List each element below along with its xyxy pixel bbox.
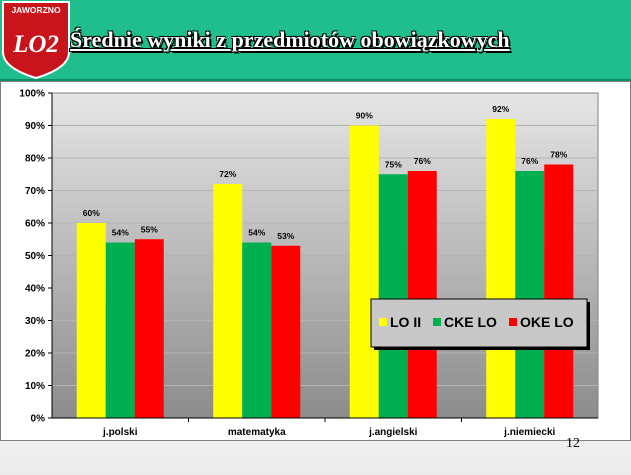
- x-tick-label: matematyka: [228, 427, 286, 438]
- bar: [544, 164, 574, 418]
- y-tick-label: 10%: [25, 381, 45, 392]
- bar: [213, 184, 243, 418]
- bar: [486, 119, 516, 418]
- bar: [378, 174, 408, 418]
- data-label: 92%: [492, 104, 509, 114]
- bar-chart: 0% 10% 20% 30% 40% 50% 60% 70% 80% 90% 100% 60% 54%…: [0, 81, 631, 441]
- school-logo: JAWORZNO LO2: [1, 1, 70, 80]
- data-label: 54%: [112, 228, 129, 238]
- bar: [134, 239, 164, 418]
- y-tick-label: 100%: [19, 89, 45, 100]
- y-tick-label: 80%: [25, 154, 45, 165]
- y-tick-label: 70%: [25, 186, 45, 197]
- legend-swatch: [433, 318, 441, 326]
- bar: [242, 242, 272, 418]
- header-divider: [0, 79, 631, 81]
- legend-swatch: [509, 318, 517, 326]
- data-label: 72%: [219, 169, 236, 179]
- legend-label: CKE LO: [444, 314, 497, 330]
- x-tick-label: j.niemiecki: [503, 427, 555, 438]
- legend-label: OKE LO: [520, 314, 574, 330]
- data-label: 78%: [550, 150, 567, 160]
- bar: [271, 245, 301, 418]
- page-number: 12: [566, 436, 580, 451]
- bar: [407, 171, 437, 418]
- data-label: 60%: [83, 208, 100, 218]
- legend-box: [370, 298, 588, 348]
- bar: [76, 223, 106, 418]
- y-tick-label: 60%: [25, 219, 45, 230]
- data-label: 76%: [414, 156, 431, 166]
- y-tick-label: 40%: [25, 284, 45, 295]
- y-tick-label: 50%: [25, 251, 45, 262]
- legend-label: LO II: [390, 314, 421, 330]
- x-tick-label: j.polski: [102, 427, 138, 438]
- bar: [515, 171, 545, 418]
- data-label: 90%: [356, 111, 373, 121]
- logo-mark: LO2: [12, 31, 59, 58]
- data-label: 55%: [141, 224, 158, 234]
- y-tick-label: 20%: [25, 349, 45, 360]
- data-label: 53%: [277, 231, 294, 241]
- slide-title: Średnie wyniki z przedmiotów obowiązkowy…: [70, 27, 510, 52]
- x-tick-label: j.angielski: [368, 427, 418, 438]
- legend-swatch: [379, 318, 387, 326]
- logo-text: JAWORZNO: [11, 5, 61, 15]
- data-label: 76%: [521, 156, 538, 166]
- data-label: 75%: [385, 159, 402, 169]
- y-tick-label: 30%: [25, 316, 45, 327]
- y-tick-label: 90%: [25, 121, 45, 132]
- bar: [105, 242, 135, 418]
- data-label: 54%: [248, 228, 265, 238]
- bar: [349, 125, 379, 418]
- header-band: [0, 0, 631, 79]
- y-tick-label: 0%: [31, 414, 46, 425]
